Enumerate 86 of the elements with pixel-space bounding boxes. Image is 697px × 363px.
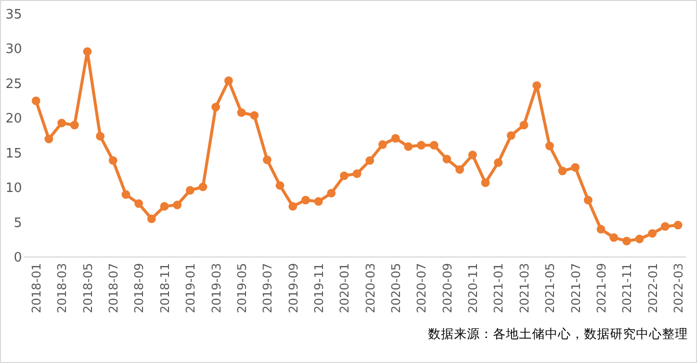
x-tick-label: 2020-07	[414, 263, 429, 314]
point	[301, 196, 310, 204]
x-tick-label: 2021-07	[568, 263, 583, 314]
point	[70, 120, 79, 130]
point	[276, 181, 284, 190]
point	[404, 142, 413, 151]
point	[211, 102, 220, 112]
point	[352, 169, 362, 178]
x-tick-label: 2019-11	[312, 263, 326, 314]
x-tick-label: 2020-05	[389, 263, 404, 314]
point	[584, 196, 592, 204]
y-tick-label: 10	[5, 181, 22, 196]
point	[250, 111, 259, 120]
point	[558, 166, 567, 176]
x-tick-label: 2021-01	[492, 263, 506, 314]
x-tick-label: 2018-07	[106, 263, 121, 314]
point	[44, 134, 54, 144]
point	[224, 76, 233, 85]
point	[108, 156, 118, 165]
y-tick-label: 25	[5, 76, 22, 92]
y-tick-label: 30	[5, 42, 22, 58]
point	[455, 165, 464, 174]
point	[378, 140, 387, 149]
point	[481, 178, 490, 188]
y-tick-label: 20	[5, 112, 22, 127]
point	[160, 202, 169, 211]
x-tick-label: 2021-11	[620, 263, 634, 314]
point	[430, 140, 438, 150]
point	[532, 81, 542, 90]
point	[237, 108, 246, 117]
x-tick-label: 2018-11	[158, 263, 172, 314]
y-tick-label: 5	[14, 216, 22, 231]
point	[622, 236, 631, 246]
x-tick-label: 2018-09	[132, 263, 146, 314]
point	[327, 188, 336, 198]
source-note: 数据来源：各地土储中心，数据研究中心整理	[428, 326, 688, 341]
point	[468, 150, 477, 160]
x-tick-label: 2021-05	[543, 263, 558, 314]
point	[596, 224, 606, 234]
x-tick-label: 2021-09	[594, 263, 608, 314]
point	[96, 132, 104, 140]
point	[520, 120, 528, 130]
point	[83, 47, 92, 56]
x-tick-label: 2020-09	[440, 263, 454, 314]
point	[416, 140, 426, 150]
y-tick-label: 0	[14, 250, 22, 266]
point	[494, 158, 503, 167]
point	[506, 131, 516, 140]
x-tick-label: 2022-03	[672, 263, 686, 314]
x-tick-label: 2019-05	[234, 263, 249, 314]
point	[610, 233, 618, 242]
point	[198, 182, 208, 192]
x-tick-label: 2019-01	[184, 263, 198, 314]
x-tick-label: 2022-01	[646, 263, 660, 314]
point	[674, 220, 682, 230]
point	[262, 156, 272, 164]
point	[545, 142, 554, 150]
x-tick-label: 2018-03	[55, 263, 70, 314]
point	[134, 199, 144, 208]
x-tick-label: 2020-11	[466, 263, 480, 314]
x-tick-label: 2019-03	[209, 263, 224, 314]
point	[314, 197, 323, 206]
x-tick-label: 2021-03	[517, 263, 532, 314]
x-tick-label: 2018-05	[80, 263, 95, 314]
point	[147, 214, 156, 224]
point	[366, 156, 374, 165]
point	[186, 186, 194, 195]
x-tick-label: 2019-09	[286, 263, 300, 314]
x-tick-label: 2020-01	[338, 263, 352, 314]
point	[391, 134, 400, 143]
point	[172, 200, 182, 210]
x-tick-label: 2018-01	[30, 263, 44, 314]
point	[648, 229, 657, 238]
point	[122, 190, 130, 199]
y-tick-label: 15	[5, 146, 22, 162]
point	[660, 222, 670, 231]
point	[340, 171, 348, 180]
point	[635, 234, 644, 244]
y-tick-label: 35	[5, 8, 22, 22]
x-tick-label: 2020-03	[363, 263, 378, 314]
point	[32, 96, 40, 106]
point	[570, 163, 580, 172]
point	[57, 118, 66, 128]
x-tick-label: 2019-07	[260, 263, 275, 314]
point	[288, 202, 298, 211]
point	[442, 154, 452, 164]
